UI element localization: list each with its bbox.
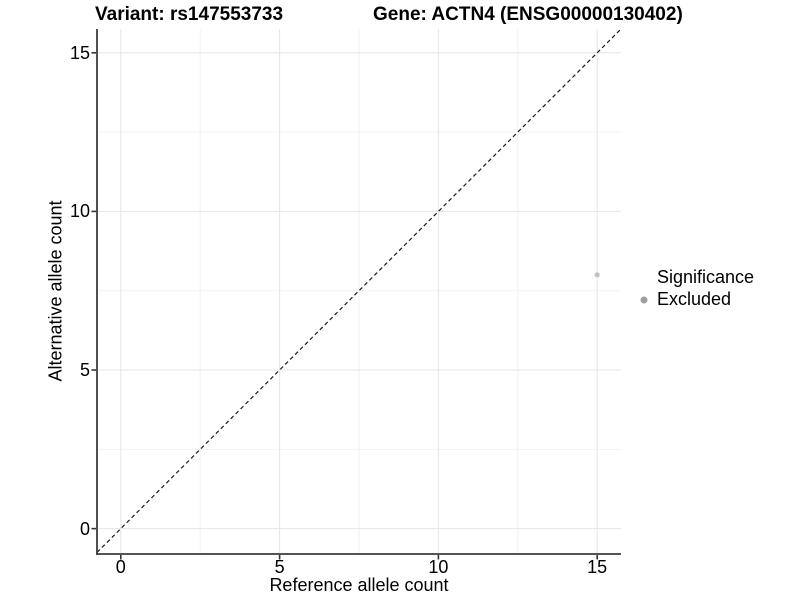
legend-key <box>637 293 651 307</box>
gene-title: Gene: ACTN4 (ENSG00000130402) <box>373 4 683 25</box>
y-tick-label: 0 <box>79 518 90 539</box>
y-tick-label: 10 <box>69 201 90 222</box>
identity-line <box>96 28 622 553</box>
legend: Significance Excluded <box>637 267 754 310</box>
data-point <box>594 272 600 278</box>
excluded-point-icon <box>640 296 648 303</box>
legend-title: Significance <box>657 267 755 287</box>
x-axis-title: Reference allele count <box>269 575 449 595</box>
legend-entry-excluded: Excluded <box>637 289 754 310</box>
x-tick-label: 10 <box>428 557 449 577</box>
y-tick-label: 15 <box>69 42 90 63</box>
x-tick-label: 5 <box>274 557 285 577</box>
variant-title: Variant: rs147553733 <box>95 4 284 25</box>
y-tick-label: 5 <box>79 360 90 380</box>
x-tick-label: 0 <box>115 557 126 577</box>
x-tick-label: 15 <box>587 557 608 577</box>
legend-entry-label: Excluded <box>657 289 732 309</box>
